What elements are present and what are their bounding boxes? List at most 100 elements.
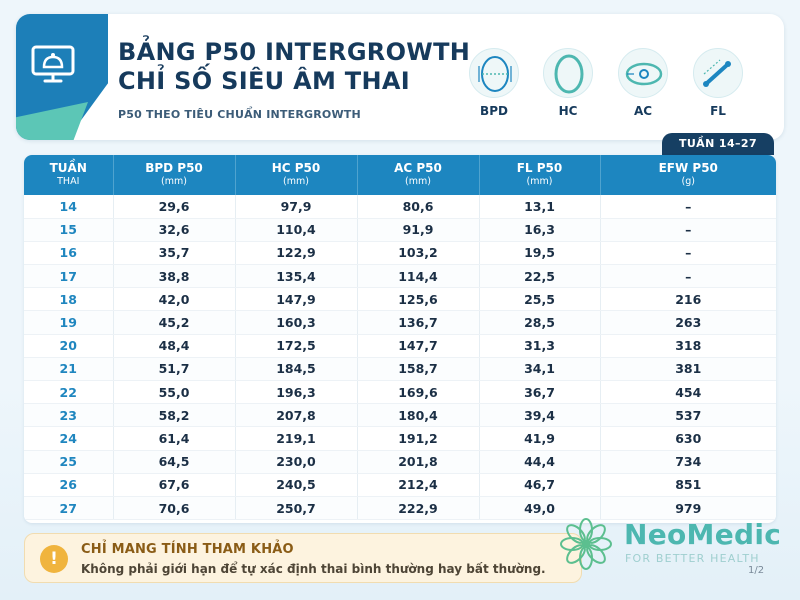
value-cell: 222,9 bbox=[357, 496, 480, 521]
column-header-title: AC P50 bbox=[394, 161, 442, 175]
value-cell: 67,6 bbox=[113, 473, 236, 497]
week-cell: 19 bbox=[24, 310, 114, 335]
value-cell: – bbox=[600, 195, 776, 219]
table-row: 25 64,5 230,0 201,8 44,4 734 bbox=[24, 450, 776, 474]
value-cell: 158,7 bbox=[357, 357, 480, 382]
value-cell: 212,4 bbox=[357, 473, 480, 497]
head-circumference-icon bbox=[543, 48, 593, 98]
value-cell: 135,4 bbox=[235, 264, 358, 289]
week-cell: 20 bbox=[24, 334, 114, 358]
femur-length-icon bbox=[693, 48, 743, 98]
value-cell: 38,8 bbox=[113, 264, 236, 289]
value-cell: 147,9 bbox=[235, 287, 358, 312]
measure-bpd: BPD bbox=[468, 48, 520, 118]
week-cell: 24 bbox=[24, 426, 114, 451]
page-title: BẢNG P50 INTERGROWTH CHỈ SỐ SIÊU ÂM THAI bbox=[118, 38, 470, 96]
table-row: 20 48,4 172,5 147,7 31,3 318 bbox=[24, 334, 776, 358]
week-cell: 18 bbox=[24, 287, 114, 312]
column-header-unit: (mm) bbox=[161, 176, 187, 187]
value-cell: 169,6 bbox=[357, 380, 480, 405]
column-header-title: HC P50 bbox=[271, 161, 321, 175]
value-cell: – bbox=[600, 241, 776, 266]
measure-hc: HC bbox=[542, 48, 594, 118]
table-row: 15 32,6 110,4 91,9 16,3– bbox=[24, 218, 776, 242]
column-header: FL P50 (mm) bbox=[479, 155, 601, 195]
value-cell: 25,5 bbox=[479, 287, 601, 312]
week-cell: 16 bbox=[24, 241, 114, 266]
value-cell: 114,4 bbox=[357, 264, 480, 289]
value-cell: 48,4 bbox=[113, 334, 236, 358]
measure-label-fl: FL bbox=[710, 104, 726, 118]
value-cell: 172,5 bbox=[235, 334, 358, 358]
value-cell: 41,9 bbox=[479, 426, 601, 451]
measure-fl: FL bbox=[692, 48, 744, 118]
value-cell: 216 bbox=[600, 287, 776, 312]
value-cell: 147,7 bbox=[357, 334, 480, 358]
week-cell: 25 bbox=[24, 450, 114, 474]
measure-label-bpd: BPD bbox=[480, 104, 508, 118]
value-cell: 19,5 bbox=[479, 241, 601, 266]
value-cell: – bbox=[600, 264, 776, 289]
value-cell: 32,6 bbox=[113, 218, 236, 242]
week-cell: 17 bbox=[24, 264, 114, 289]
page-subtitle: P50 THEO TIÊU CHUẨN INTERGROWTH bbox=[118, 108, 361, 121]
value-cell: 34,1 bbox=[479, 357, 601, 382]
note-text: Không phải giới hạn để tự xác định thai … bbox=[81, 562, 546, 576]
value-cell: 381 bbox=[600, 357, 776, 382]
table-row: 16 35,7 122,9 103,2 19,5– bbox=[24, 241, 776, 266]
column-header: EFW P50 (g) bbox=[600, 155, 776, 195]
page-number: 1/2 bbox=[748, 565, 765, 576]
table-header-row: TUẦN THAI BPD P50 (mm) HC P50 (mm) AC P50 (mm) F… bbox=[24, 155, 776, 195]
week-cell: 27 bbox=[24, 496, 114, 521]
value-cell: 58,2 bbox=[113, 403, 236, 428]
brand-name: NeoMedic bbox=[624, 518, 782, 551]
value-cell: 136,7 bbox=[357, 310, 480, 335]
column-header-title: EFW P50 bbox=[658, 161, 718, 175]
value-cell: 80,6 bbox=[357, 195, 480, 219]
column-header: HC P50 (mm) bbox=[235, 155, 358, 195]
value-cell: 122,9 bbox=[235, 241, 358, 266]
value-cell: 191,2 bbox=[357, 426, 480, 451]
table-row: 24 61,4 219,1 191,2 41,9 630 bbox=[24, 426, 776, 451]
column-header: BPD P50 (mm) bbox=[113, 155, 236, 195]
title-line-1: BẢNG P50 INTERGROWTH bbox=[118, 38, 471, 66]
table-row: 18 42,0 147,9 125,6 25,5 216 bbox=[24, 287, 776, 312]
abdominal-circumference-icon bbox=[618, 48, 668, 98]
value-cell: 70,6 bbox=[113, 496, 236, 521]
table-row: 14 29,6 97,9 80,6 13,1– bbox=[24, 195, 776, 219]
table-row: 26 67,6 240,5 212,4 46,7 851 bbox=[24, 473, 776, 497]
brand-tagline: FOR BETTER HEALTH bbox=[625, 552, 760, 565]
column-header: TUẦN THAI bbox=[24, 155, 114, 195]
value-cell: 45,2 bbox=[113, 310, 236, 335]
value-cell: 22,5 bbox=[479, 264, 601, 289]
fetal-head-bpd-icon bbox=[469, 48, 519, 98]
value-cell: 46,7 bbox=[479, 473, 601, 497]
table-row: 21 51,7 184,5 158,7 34,1 381 bbox=[24, 357, 776, 382]
value-cell: 64,5 bbox=[113, 450, 236, 474]
table-row: 19 45,2 160,3 136,7 28,5 263 bbox=[24, 310, 776, 335]
value-cell: 263 bbox=[600, 310, 776, 335]
column-header-unit: THAI bbox=[57, 176, 80, 187]
value-cell: 55,0 bbox=[113, 380, 236, 405]
value-cell: 160,3 bbox=[235, 310, 358, 335]
value-cell: 979 bbox=[600, 496, 776, 521]
value-cell: 49,0 bbox=[479, 496, 601, 521]
column-header-unit: (mm) bbox=[526, 176, 553, 187]
note-title: CHỈ MANG TÍNH THAM KHẢO bbox=[81, 542, 294, 557]
value-cell: 29,6 bbox=[113, 195, 236, 219]
value-cell: 219,1 bbox=[235, 426, 358, 451]
column-header-title: TUẦN bbox=[49, 161, 87, 175]
column-header-unit: (mm) bbox=[405, 176, 431, 187]
value-cell: 61,4 bbox=[113, 426, 236, 451]
column-header-unit: (g) bbox=[681, 176, 695, 187]
measure-label-ac: AC bbox=[633, 104, 653, 118]
value-cell: 110,4 bbox=[235, 218, 358, 242]
value-cell: 44,4 bbox=[479, 450, 601, 474]
value-cell: 51,7 bbox=[113, 357, 236, 382]
value-cell: – bbox=[600, 218, 776, 242]
flower-logo-icon bbox=[556, 514, 616, 574]
value-cell: 180,4 bbox=[357, 403, 480, 428]
week-cell: 23 bbox=[24, 403, 114, 428]
value-cell: 207,8 bbox=[235, 403, 358, 428]
value-cell: 36,7 bbox=[479, 380, 601, 405]
